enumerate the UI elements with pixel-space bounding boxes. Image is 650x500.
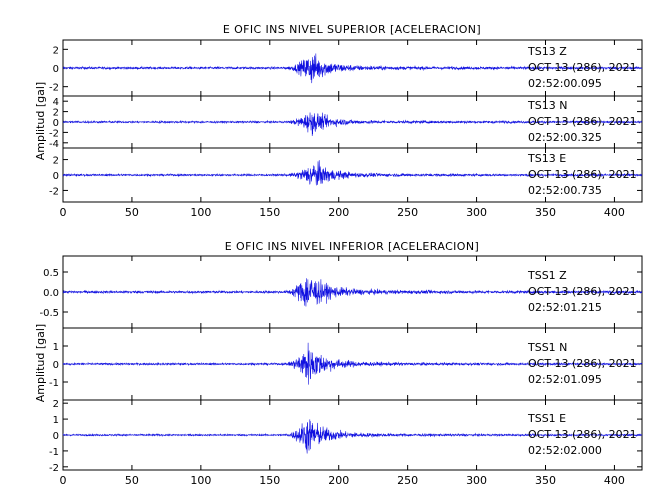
station-label: TS13 N <box>527 99 567 112</box>
chart-title: E OFIC INS NIVEL SUPERIOR [ACELERACION] <box>223 23 481 36</box>
station-label: TSS1 N <box>527 341 567 354</box>
station-label: TS13 E <box>527 152 566 165</box>
series-line <box>62 53 643 84</box>
traces-layer <box>62 53 643 454</box>
x-tick-label: 50 <box>125 206 139 219</box>
series-line <box>62 278 643 307</box>
x-tick-label: 100 <box>190 474 211 487</box>
series-line <box>62 112 643 136</box>
x-tick-label: 250 <box>397 206 418 219</box>
date-label: OCT 13 (286), 2021 <box>528 168 637 181</box>
x-tick-label: 100 <box>190 206 211 219</box>
x-tick-label: 250 <box>397 474 418 487</box>
station-label: TS13 Z <box>527 45 567 58</box>
time-label: 02:52:00.735 <box>528 184 602 197</box>
y-tick-label: 2 <box>53 156 59 167</box>
y-tick-label: 2 <box>53 45 59 56</box>
y-tick-label: -1 <box>49 378 59 389</box>
series-line <box>62 342 643 385</box>
x-tick-label: 300 <box>466 206 487 219</box>
y-tick-label: 0.0 <box>43 288 59 299</box>
x-tick-label: 200 <box>328 474 349 487</box>
chart-title: E OFIC INS NIVEL INFERIOR [ACELERACION] <box>225 240 479 253</box>
x-tick-label: 150 <box>259 206 280 219</box>
y-tick-label: -4 <box>49 139 59 150</box>
x-tick-label: 350 <box>535 474 556 487</box>
x-tick-label: 0 <box>60 206 67 219</box>
series-line <box>62 419 643 454</box>
y-tick-label: -2 <box>49 463 59 474</box>
y-tick-label: 1 <box>53 415 59 426</box>
y-tick-label: -0.5 <box>39 308 59 319</box>
x-tick-label: 150 <box>259 474 280 487</box>
x-tick-label: 400 <box>604 474 625 487</box>
x-tick-label: 50 <box>125 474 139 487</box>
text-layer: E OFIC INS NIVEL SUPERIOR [ACELERACION] A… <box>34 23 637 487</box>
station-label: TSS1 E <box>527 412 566 425</box>
y-tick-label: 4 <box>53 97 59 108</box>
y-tick-label: -2 <box>49 83 59 94</box>
date-label: OCT 13 (286), 2021 <box>528 115 637 128</box>
time-label: 02:52:01.095 <box>528 373 602 386</box>
y-tick-label: -2 <box>49 186 59 197</box>
y-tick-label: 2 <box>53 108 59 119</box>
y-tick-label: 2 <box>53 399 59 410</box>
y-tick-label: 0.5 <box>43 268 59 279</box>
x-tick-label: 350 <box>535 206 556 219</box>
date-label: OCT 13 (286), 2021 <box>528 61 637 74</box>
y-axis-label: Amplitud [gal] <box>34 324 47 402</box>
y-tick-label: -2 <box>49 128 59 139</box>
y-tick-label: 0 <box>53 171 59 182</box>
y-axis-label: Amplitud [gal] <box>34 82 47 160</box>
time-label: 02:52:00.095 <box>528 77 602 90</box>
y-tick-label: 0 <box>53 118 59 129</box>
y-tick-label: -1 <box>49 447 59 458</box>
x-tick-label: 0 <box>60 474 67 487</box>
y-tick-label: 1 <box>53 342 59 353</box>
date-label: OCT 13 (286), 2021 <box>528 357 637 370</box>
date-label: OCT 13 (286), 2021 <box>528 428 637 441</box>
time-label: 02:52:00.325 <box>528 131 602 144</box>
station-label: TSS1 Z <box>527 269 567 282</box>
x-tick-label: 200 <box>328 206 349 219</box>
time-label: 02:52:02.000 <box>528 444 602 457</box>
y-tick-label: 0 <box>53 360 59 371</box>
series-line <box>62 160 643 186</box>
date-label: OCT 13 (286), 2021 <box>528 285 637 298</box>
y-tick-label: 0 <box>53 64 59 75</box>
x-tick-label: 400 <box>604 206 625 219</box>
x-tick-label: 300 <box>466 474 487 487</box>
y-tick-label: 0 <box>53 431 59 442</box>
time-label: 02:52:01.215 <box>528 301 602 314</box>
